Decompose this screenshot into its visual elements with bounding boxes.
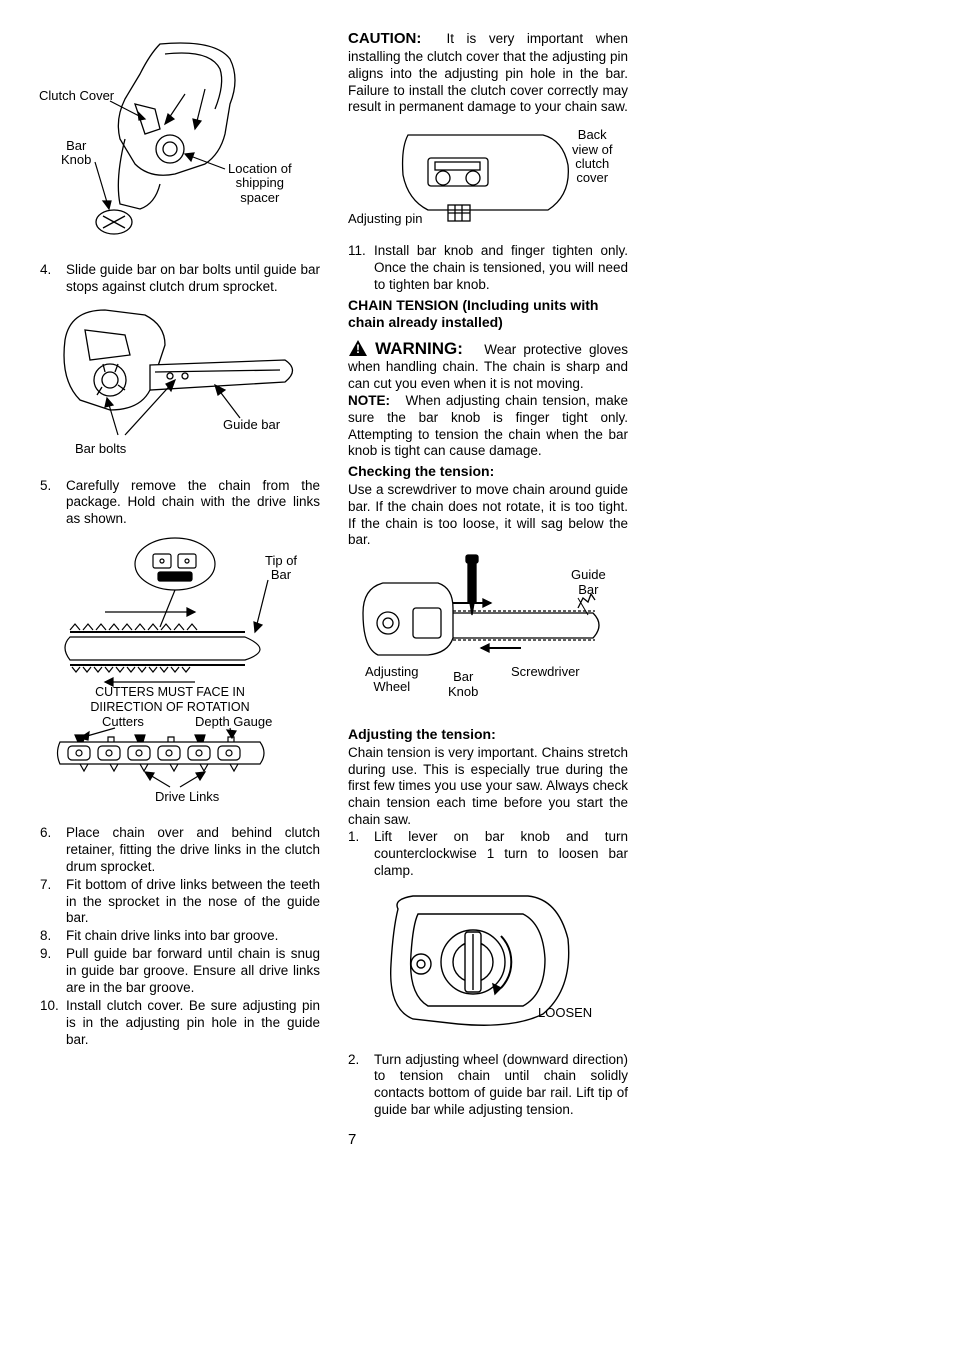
- clutch-cover-illustration: [65, 34, 295, 249]
- adjust-step-1: 1.Lift lever on bar knob and turn counte…: [348, 829, 628, 880]
- warning-label: WARNING:: [375, 339, 463, 358]
- figure-back-clutch: Back view of clutch cover Adjusting pin: [348, 120, 628, 235]
- label-adjusting-pin: Adjusting pin: [348, 212, 422, 226]
- step-5: 5.Carefully remove the chain from the pa…: [40, 478, 320, 529]
- label-guide-bar-fig2: Guide bar: [223, 418, 280, 432]
- label-shipping-spacer: Location of shipping spacer: [228, 162, 292, 205]
- step-10: 10.Install clutch cover. Be sure adjusti…: [40, 998, 320, 1049]
- guide-bar-illustration: [55, 300, 305, 465]
- label-tip-of-bar: Tip of Bar: [265, 554, 297, 583]
- step-4: 4.Slide guide bar on bar bolts until gui…: [40, 262, 320, 296]
- adjust-step-2: 2.Turn adjusting wheel (downward directi…: [348, 1052, 628, 1120]
- checking-text: Use a screwdriver to move chain around g…: [348, 482, 628, 550]
- label-clutch-cover: Clutch Cover: [39, 89, 114, 103]
- heading-adjusting: Adjusting the tension:: [348, 726, 628, 744]
- figure-clutch-cover: Clutch Cover Bar Knob Location of shippi…: [40, 34, 320, 254]
- step-11: 11.Install bar knob and finger tighten o…: [348, 243, 628, 294]
- step-9: 9.Pull guide bar forward until chain is …: [40, 946, 320, 997]
- warning-paragraph: ! WARNING: Wear protective gloves when h…: [348, 338, 628, 393]
- label-cutters-must: CUTTERS MUST FACE IN DIIRECTION OF ROTAT…: [80, 685, 260, 714]
- caution-paragraph: CAUTION: It is very important when insta…: [348, 30, 628, 116]
- caution-label: CAUTION:: [348, 30, 421, 47]
- label-cutters: Cutters: [102, 715, 144, 729]
- figure-loosen: LOOSEN: [348, 884, 628, 1044]
- step-7: 7.Fit bottom of drive links between the …: [40, 877, 320, 928]
- step-8: 8.Fit chain drive links into bar groove.: [40, 928, 320, 945]
- page-number: 7: [348, 1131, 628, 1150]
- label-drive-links: Drive Links: [155, 790, 219, 804]
- label-guide-bar-fig5: Guide Bar: [571, 568, 606, 597]
- step-6: 6.Place chain over and behind clutch ret…: [40, 825, 320, 876]
- label-loosen: LOOSEN: [538, 1006, 592, 1020]
- svg-text:!: !: [356, 342, 360, 356]
- note-label: NOTE:: [348, 393, 390, 408]
- heading-chain-tension: CHAIN TENSION (Including units with chai…: [348, 297, 628, 332]
- label-adjusting-wheel: Adjusting Wheel: [365, 665, 418, 694]
- label-bar-knob-fig1: Bar Knob: [61, 139, 91, 168]
- label-bar-bolts: Bar bolts: [75, 442, 126, 456]
- note-paragraph: NOTE: When adjusting chain tension, make…: [348, 393, 628, 461]
- label-depth-gauge: Depth Gauge: [195, 715, 272, 729]
- figure-chain-diagram: Tip of Bar CUTTERS MUST FACE IN DIIRECTI…: [40, 532, 320, 817]
- figure-tension-check: Guide Bar Adjusting Wheel Bar Knob Screw…: [348, 553, 628, 718]
- label-screwdriver: Screwdriver: [511, 665, 580, 679]
- label-bar-knob-fig5: Bar Knob: [448, 670, 478, 699]
- figure-guide-bar: Guide bar Bar bolts: [40, 300, 320, 470]
- heading-checking: Checking the tension:: [348, 463, 628, 481]
- adjusting-text: Chain tension is very important. Chains …: [348, 745, 628, 829]
- warning-triangle-icon: !: [348, 339, 368, 357]
- label-back-view: Back view of clutch cover: [572, 128, 612, 185]
